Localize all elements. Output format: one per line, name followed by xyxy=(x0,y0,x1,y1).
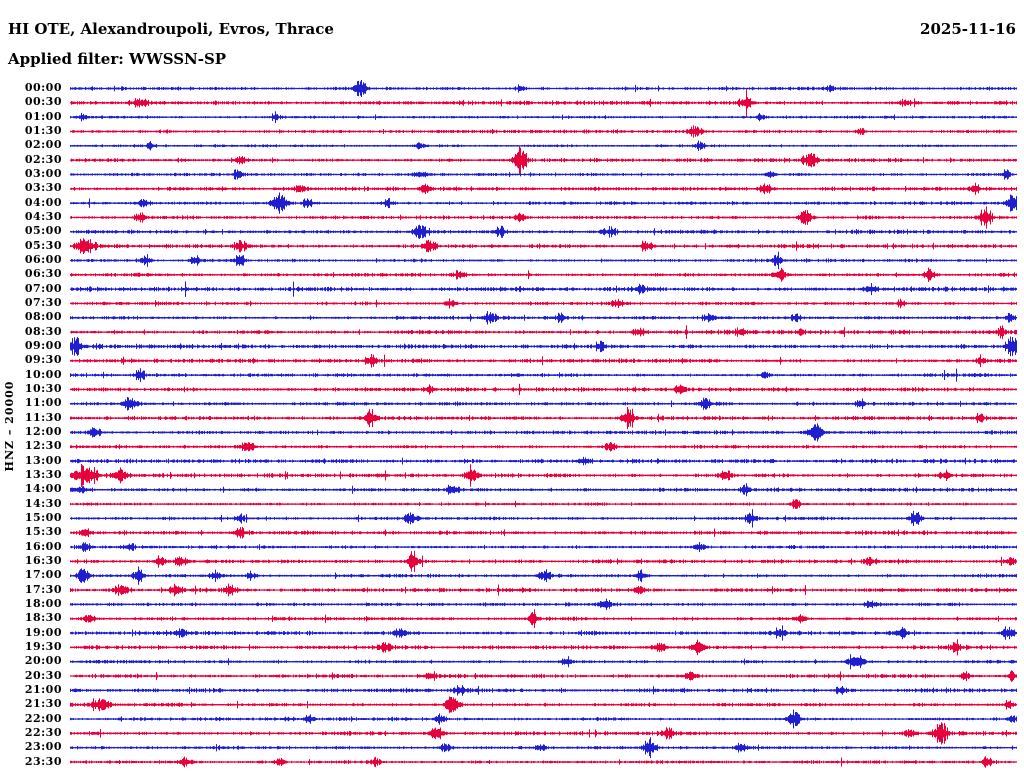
applied-filter-label: Applied filter: WWSSN-SP xyxy=(8,50,227,68)
station-title: HI OTE, Alexandroupoli, Evros, Thrace xyxy=(8,20,334,38)
time-label: 18:00 xyxy=(24,596,62,610)
time-label: 00:30 xyxy=(24,95,62,109)
time-label: 15:30 xyxy=(24,525,62,539)
time-label: 19:00 xyxy=(24,625,62,639)
time-label: 02:30 xyxy=(24,152,62,166)
time-label: 12:00 xyxy=(24,424,62,438)
time-label: 23:00 xyxy=(24,740,62,754)
time-label: 03:00 xyxy=(24,166,62,180)
time-label: 20:30 xyxy=(24,668,62,682)
time-label: 14:30 xyxy=(24,496,62,510)
time-label: 06:30 xyxy=(24,267,62,281)
time-label: 23:30 xyxy=(24,754,62,768)
time-axis: 00:00 00:30 01:00 01:30 02:00 02:30 03:00 03:30… xyxy=(0,0,64,780)
header-row: HI OTE, Alexandroupoli, Evros, Thrace 20… xyxy=(8,20,1016,38)
time-label: 01:30 xyxy=(24,123,62,137)
date-label: 2025-11-16 xyxy=(920,20,1016,38)
time-label: 05:30 xyxy=(24,238,62,252)
time-label: 08:30 xyxy=(24,324,62,338)
time-label: 07:00 xyxy=(24,281,62,295)
time-label: 22:00 xyxy=(24,711,62,725)
time-label: 17:00 xyxy=(24,568,62,582)
time-label: 16:30 xyxy=(24,553,62,567)
time-label: 13:00 xyxy=(24,453,62,467)
time-label: 18:30 xyxy=(24,611,62,625)
time-label: 14:00 xyxy=(24,482,62,496)
time-label: 15:00 xyxy=(24,510,62,524)
time-label: 21:00 xyxy=(24,682,62,696)
time-label: 20:00 xyxy=(24,654,62,668)
time-label: 13:30 xyxy=(24,467,62,481)
time-label: 12:30 xyxy=(24,439,62,453)
time-label: 10:30 xyxy=(24,381,62,395)
time-label: 11:00 xyxy=(24,396,62,410)
time-label: 00:00 xyxy=(24,81,62,94)
time-label: 22:30 xyxy=(24,725,62,739)
time-label: 04:00 xyxy=(24,195,62,209)
time-label: 19:30 xyxy=(24,639,62,653)
time-label: 04:30 xyxy=(24,209,62,223)
time-label: 02:00 xyxy=(24,138,62,152)
time-label: 10:00 xyxy=(24,367,62,381)
time-label: 09:30 xyxy=(24,353,62,367)
time-label: 21:30 xyxy=(24,697,62,711)
time-label: 11:30 xyxy=(24,410,62,424)
time-label: 06:00 xyxy=(24,252,62,266)
time-label: 01:00 xyxy=(24,109,62,123)
time-label: 07:30 xyxy=(24,295,62,309)
time-label: 08:00 xyxy=(24,310,62,324)
time-label: 17:30 xyxy=(24,582,62,596)
time-label: 09:00 xyxy=(24,338,62,352)
time-label: 16:00 xyxy=(24,539,62,553)
time-label: 03:30 xyxy=(24,181,62,195)
time-label: 05:00 xyxy=(24,224,62,238)
